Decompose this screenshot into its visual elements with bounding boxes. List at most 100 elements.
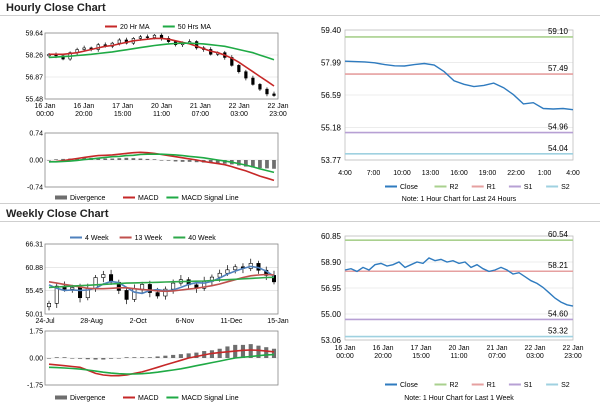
hourly-price-legend-label: 50 Hrs MA	[178, 24, 211, 31]
divergence-bar	[132, 357, 137, 358]
weekly-price-y-tick: 60.88	[25, 265, 43, 272]
divergence-bar	[272, 160, 276, 169]
candle-body	[117, 39, 121, 44]
divergence-bar	[124, 157, 129, 160]
level-label-r1: 58.21	[548, 261, 569, 270]
weekly-price-x-tick: 28-Aug	[80, 318, 103, 325]
hourly-title-divider	[0, 15, 600, 16]
weekly-price-y-tick: 50.01	[25, 312, 43, 319]
weekly-price-frame	[44, 243, 279, 315]
weekly-macd-y-tick: 0.00	[29, 356, 43, 363]
series-line-macd-signal	[49, 153, 275, 174]
hourly-macd-y-tick: -0.74	[27, 185, 43, 192]
hourly-price-y-tick: 59.64	[25, 31, 43, 38]
hourly-macd-legend-label: Divergence	[70, 195, 106, 202]
hourly-levels-legend-label: R2	[450, 184, 459, 191]
hourly-levels-x-tick: 4:00	[338, 170, 352, 177]
divergence-bar	[117, 158, 122, 160]
candle-body	[124, 290, 129, 300]
hourly-macd-y-tick: 0.74	[29, 131, 43, 138]
weekly-title-divider	[0, 221, 600, 222]
hourly-price-x-tick: 07:00	[192, 111, 210, 118]
weekly-price-x-tick: 11-Dec	[220, 318, 243, 325]
hourly-section-title: Hourly Close Chart	[6, 2, 106, 14]
weekly-macd-legend-label: Divergence	[70, 395, 106, 402]
weekly-levels-x-tick: 16 Jan	[372, 345, 393, 352]
weekly-price-x-tick: 2-Oct	[130, 318, 147, 325]
weekly-levels-x-tick: 22 Jan	[524, 345, 545, 352]
hourly-levels-y-tick: 57.99	[321, 59, 342, 68]
divergence-bar	[61, 158, 65, 160]
hourly-levels-x-tick: 19:00	[479, 170, 497, 177]
weekly-price-x-tick: 15-Jan	[267, 318, 289, 325]
level-label-r1: 57.49	[548, 64, 569, 73]
divergence-bar	[152, 159, 157, 160]
candle-body	[54, 285, 59, 304]
weekly-macd-y-tick: 1.75	[29, 329, 43, 336]
weekly-price-y-tick: 66.31	[25, 242, 43, 249]
weekly-levels-legend-label: Close	[400, 382, 418, 389]
hourly-price-x-tick: 23:00	[269, 111, 287, 118]
weekly-levels-x-tick: 17 Jan	[410, 345, 431, 352]
divergence-bar	[248, 344, 253, 358]
hourly-levels-x-tick: 1:00	[538, 170, 552, 177]
candle-body	[82, 47, 86, 50]
divergence-bar	[159, 160, 164, 161]
hourly-levels-note: Note: 1 Hour Chart for Last 24 Hours	[402, 196, 517, 203]
hourly-price-frame	[44, 32, 279, 100]
divergence-bar	[180, 160, 185, 162]
divergence-bar	[264, 347, 269, 358]
weekly-levels-x-tick: 23:00	[564, 353, 582, 360]
hourly-price-legend-label: 20 Hr MA	[120, 24, 150, 31]
weekly-price-x-tick: 24-Jul	[35, 318, 55, 325]
divergence-bar	[109, 358, 114, 359]
hourly-levels-x-tick: 22:00	[507, 170, 525, 177]
weekly-macd-legend-label: MACD Signal Line	[181, 395, 238, 402]
weekly-macd-frame	[44, 330, 279, 386]
candle-body	[163, 288, 168, 297]
weekly-levels-x-tick: 00:00	[336, 353, 354, 360]
hourly-macd-frame	[44, 132, 279, 188]
divergence-bar	[186, 353, 191, 358]
hourly-price-y-tick: 56.87	[25, 75, 43, 82]
candle-body	[251, 77, 255, 85]
hourly-levels-legend-label: Close	[400, 184, 418, 191]
candle-body	[145, 36, 150, 38]
divergence-bar	[155, 356, 160, 358]
divergence-bar	[96, 158, 101, 160]
hourly-price-x-tick: 21 Jan	[190, 103, 211, 110]
hourly-levels-legend-label: S1	[524, 184, 533, 191]
series-line-40-week	[48, 276, 275, 289]
hourly-macd-legend-label: MACD Signal Line	[181, 195, 238, 202]
divergence-bar	[145, 158, 150, 160]
candle-body	[93, 277, 98, 289]
divergence-bar	[208, 160, 213, 163]
divergence-bar	[77, 358, 83, 359]
divergence-bar	[178, 354, 183, 358]
hourly-price-x-tick: 22 Jan	[229, 103, 250, 110]
weekly-price-legend-label: 40 Week	[188, 235, 216, 242]
divergence-bar	[140, 357, 145, 358]
hourly-levels-x-tick: 13:00	[422, 170, 440, 177]
divergence-bar	[116, 358, 121, 359]
divergence-bar	[236, 160, 241, 166]
divergence-bar	[251, 160, 255, 168]
divergence-bar	[173, 160, 178, 162]
weekly-levels-y-tick: 58.90	[321, 258, 342, 267]
divergence-bar	[258, 160, 262, 169]
hourly-price-x-tick: 15:00	[114, 111, 132, 118]
candle-body	[46, 303, 51, 308]
level-label-s1: 54.60	[548, 309, 569, 318]
weekly-levels-x-tick: 03:00	[526, 353, 544, 360]
divergence-bar	[138, 158, 143, 160]
weekly-levels-x-tick: 20:00	[374, 353, 392, 360]
candle-body	[225, 269, 230, 274]
candle-body	[140, 284, 145, 290]
candle-body	[258, 84, 262, 90]
hourly-levels-legend-label: R1	[487, 184, 496, 191]
hourly-macd-legend-label: MACD	[138, 195, 159, 202]
divergence-bar	[240, 344, 246, 358]
weekly-levels-x-tick: 20 Jan	[448, 345, 469, 352]
weekly-price-y-tick: 55.45	[25, 288, 43, 295]
hourly-levels-x-tick: 4:00	[566, 170, 580, 177]
